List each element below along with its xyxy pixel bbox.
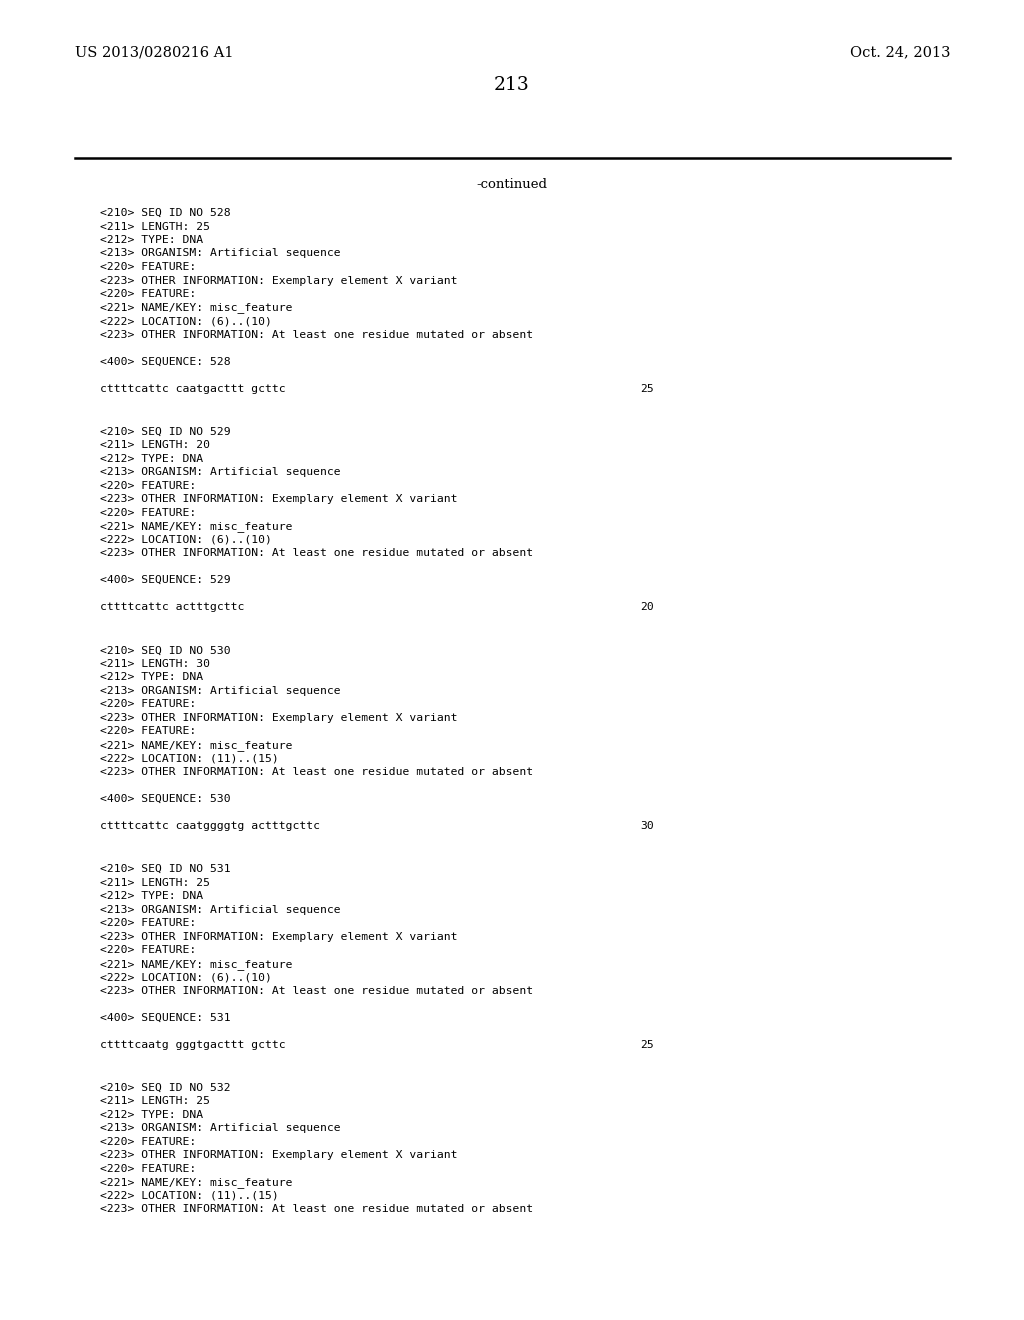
Text: <211> LENGTH: 25: <211> LENGTH: 25 xyxy=(100,1097,210,1106)
Text: cttttcattc caatgacttt gcttc: cttttcattc caatgacttt gcttc xyxy=(100,384,286,393)
Text: cttttcattc caatggggtg actttgcttc: cttttcattc caatggggtg actttgcttc xyxy=(100,821,319,830)
Text: <220> FEATURE:: <220> FEATURE: xyxy=(100,508,197,517)
Text: <210> SEQ ID NO 531: <210> SEQ ID NO 531 xyxy=(100,865,230,874)
Text: <211> LENGTH: 25: <211> LENGTH: 25 xyxy=(100,222,210,231)
Text: <210> SEQ ID NO 528: <210> SEQ ID NO 528 xyxy=(100,209,230,218)
Text: <223> OTHER INFORMATION: Exemplary element X variant: <223> OTHER INFORMATION: Exemplary eleme… xyxy=(100,713,458,723)
Text: <212> TYPE: DNA: <212> TYPE: DNA xyxy=(100,1110,203,1119)
Text: -continued: -continued xyxy=(476,178,548,191)
Text: <222> LOCATION: (6)..(10): <222> LOCATION: (6)..(10) xyxy=(100,972,272,982)
Text: <212> TYPE: DNA: <212> TYPE: DNA xyxy=(100,454,203,463)
Text: 213: 213 xyxy=(495,77,529,94)
Text: 25: 25 xyxy=(640,1040,653,1049)
Text: 25: 25 xyxy=(640,384,653,393)
Text: <400> SEQUENCE: 531: <400> SEQUENCE: 531 xyxy=(100,1012,230,1023)
Text: <220> FEATURE:: <220> FEATURE: xyxy=(100,700,197,709)
Text: <222> LOCATION: (6)..(10): <222> LOCATION: (6)..(10) xyxy=(100,535,272,545)
Text: <400> SEQUENCE: 528: <400> SEQUENCE: 528 xyxy=(100,356,230,367)
Text: cttttcattc actttgcttc: cttttcattc actttgcttc xyxy=(100,602,245,612)
Text: <211> LENGTH: 25: <211> LENGTH: 25 xyxy=(100,878,210,887)
Text: <213> ORGANISM: Artificial sequence: <213> ORGANISM: Artificial sequence xyxy=(100,248,341,259)
Text: 30: 30 xyxy=(640,821,653,830)
Text: <223> OTHER INFORMATION: Exemplary element X variant: <223> OTHER INFORMATION: Exemplary eleme… xyxy=(100,276,458,285)
Text: <211> LENGTH: 20: <211> LENGTH: 20 xyxy=(100,440,210,450)
Text: <220> FEATURE:: <220> FEATURE: xyxy=(100,289,197,300)
Text: <221> NAME/KEY: misc_feature: <221> NAME/KEY: misc_feature xyxy=(100,741,293,751)
Text: <221> NAME/KEY: misc_feature: <221> NAME/KEY: misc_feature xyxy=(100,302,293,313)
Text: <211> LENGTH: 30: <211> LENGTH: 30 xyxy=(100,659,210,669)
Text: <212> TYPE: DNA: <212> TYPE: DNA xyxy=(100,891,203,902)
Text: <223> OTHER INFORMATION: At least one residue mutated or absent: <223> OTHER INFORMATION: At least one re… xyxy=(100,330,534,339)
Text: <221> NAME/KEY: misc_feature: <221> NAME/KEY: misc_feature xyxy=(100,958,293,969)
Text: <223> OTHER INFORMATION: At least one residue mutated or absent: <223> OTHER INFORMATION: At least one re… xyxy=(100,1204,534,1214)
Text: 20: 20 xyxy=(640,602,653,612)
Text: <400> SEQUENCE: 530: <400> SEQUENCE: 530 xyxy=(100,793,230,804)
Text: <213> ORGANISM: Artificial sequence: <213> ORGANISM: Artificial sequence xyxy=(100,904,341,915)
Text: <210> SEQ ID NO 530: <210> SEQ ID NO 530 xyxy=(100,645,230,656)
Text: <220> FEATURE:: <220> FEATURE: xyxy=(100,1137,197,1147)
Text: <223> OTHER INFORMATION: At least one residue mutated or absent: <223> OTHER INFORMATION: At least one re… xyxy=(100,548,534,558)
Text: <223> OTHER INFORMATION: Exemplary element X variant: <223> OTHER INFORMATION: Exemplary eleme… xyxy=(100,1150,458,1160)
Text: <220> FEATURE:: <220> FEATURE: xyxy=(100,945,197,956)
Text: <222> LOCATION: (6)..(10): <222> LOCATION: (6)..(10) xyxy=(100,315,272,326)
Text: <220> FEATURE:: <220> FEATURE: xyxy=(100,480,197,491)
Text: <223> OTHER INFORMATION: Exemplary element X variant: <223> OTHER INFORMATION: Exemplary eleme… xyxy=(100,932,458,941)
Text: <220> FEATURE:: <220> FEATURE: xyxy=(100,726,197,737)
Text: <222> LOCATION: (11)..(15): <222> LOCATION: (11)..(15) xyxy=(100,1191,279,1201)
Text: <212> TYPE: DNA: <212> TYPE: DNA xyxy=(100,672,203,682)
Text: <221> NAME/KEY: misc_feature: <221> NAME/KEY: misc_feature xyxy=(100,521,293,532)
Text: <220> FEATURE:: <220> FEATURE: xyxy=(100,261,197,272)
Text: <223> OTHER INFORMATION: Exemplary element X variant: <223> OTHER INFORMATION: Exemplary eleme… xyxy=(100,494,458,504)
Text: <223> OTHER INFORMATION: At least one residue mutated or absent: <223> OTHER INFORMATION: At least one re… xyxy=(100,986,534,995)
Text: US 2013/0280216 A1: US 2013/0280216 A1 xyxy=(75,45,233,59)
Text: <213> ORGANISM: Artificial sequence: <213> ORGANISM: Artificial sequence xyxy=(100,467,341,478)
Text: cttttcaatg gggtgacttt gcttc: cttttcaatg gggtgacttt gcttc xyxy=(100,1040,286,1049)
Text: <400> SEQUENCE: 529: <400> SEQUENCE: 529 xyxy=(100,576,230,585)
Text: <212> TYPE: DNA: <212> TYPE: DNA xyxy=(100,235,203,246)
Text: <210> SEQ ID NO 529: <210> SEQ ID NO 529 xyxy=(100,426,230,437)
Text: <222> LOCATION: (11)..(15): <222> LOCATION: (11)..(15) xyxy=(100,754,279,763)
Text: <223> OTHER INFORMATION: At least one residue mutated or absent: <223> OTHER INFORMATION: At least one re… xyxy=(100,767,534,777)
Text: <220> FEATURE:: <220> FEATURE: xyxy=(100,1164,197,1173)
Text: Oct. 24, 2013: Oct. 24, 2013 xyxy=(850,45,950,59)
Text: <213> ORGANISM: Artificial sequence: <213> ORGANISM: Artificial sequence xyxy=(100,686,341,696)
Text: <220> FEATURE:: <220> FEATURE: xyxy=(100,919,197,928)
Text: <210> SEQ ID NO 532: <210> SEQ ID NO 532 xyxy=(100,1082,230,1093)
Text: <213> ORGANISM: Artificial sequence: <213> ORGANISM: Artificial sequence xyxy=(100,1123,341,1134)
Text: <221> NAME/KEY: misc_feature: <221> NAME/KEY: misc_feature xyxy=(100,1177,293,1188)
